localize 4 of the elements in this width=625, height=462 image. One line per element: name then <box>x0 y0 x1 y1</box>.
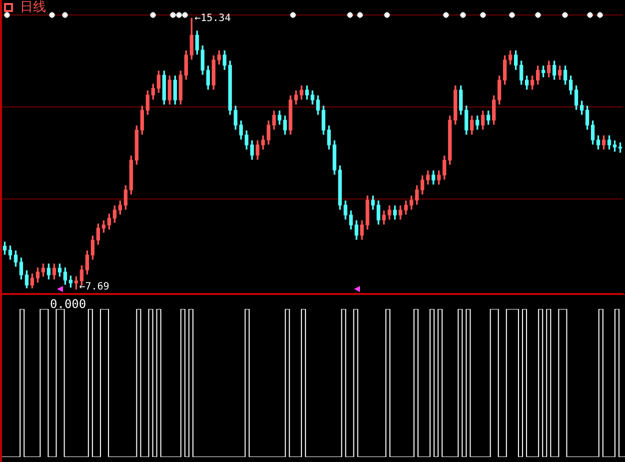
chart-title: 日线 <box>20 0 46 16</box>
annotation: 0.000 <box>50 297 86 311</box>
annotation: ←15.34 <box>194 12 231 24</box>
annotation: ←7.69 <box>79 282 110 293</box>
